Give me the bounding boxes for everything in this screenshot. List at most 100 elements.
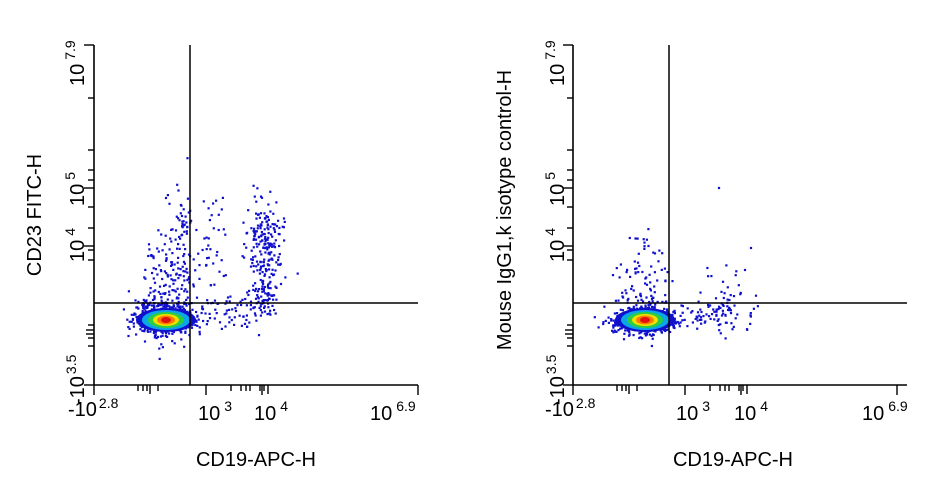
event-dot xyxy=(266,248,269,251)
event-dot xyxy=(183,309,186,312)
event-dot xyxy=(673,312,676,315)
event-dot xyxy=(164,234,167,237)
event-dot xyxy=(151,271,154,275)
event-dot xyxy=(168,332,171,335)
event-dot xyxy=(718,329,721,332)
event-dot xyxy=(195,310,198,314)
plot-2-ytick-4: 107.9 xyxy=(542,40,569,86)
event-dot xyxy=(153,295,156,298)
event-dot xyxy=(178,219,181,222)
event-dot xyxy=(171,306,175,309)
event-dot xyxy=(630,287,633,290)
event-dot xyxy=(264,251,267,254)
event-dot xyxy=(614,299,617,302)
event-dot xyxy=(267,286,270,290)
event-dot xyxy=(212,262,215,265)
event-dot xyxy=(612,331,615,334)
event-dot xyxy=(714,297,718,300)
event-dot xyxy=(664,279,667,282)
event-dot xyxy=(182,270,185,273)
event-dot xyxy=(251,262,254,265)
event-dot xyxy=(257,213,260,216)
event-dot xyxy=(260,287,264,291)
event-dot xyxy=(657,260,660,263)
event-dot xyxy=(637,271,640,274)
event-dot xyxy=(164,283,167,286)
event-dot xyxy=(729,309,732,312)
event-dot xyxy=(198,326,201,329)
event-dot xyxy=(648,300,651,304)
event-dot xyxy=(149,291,152,294)
plot-1-dots xyxy=(122,157,299,360)
plot-1-xtick-1: -10 2.8 xyxy=(68,395,119,421)
event-dot xyxy=(186,278,189,282)
event-dot xyxy=(180,234,183,237)
event-dot xyxy=(181,284,184,287)
event-dot xyxy=(183,302,186,306)
event-dot xyxy=(619,308,622,311)
event-dot xyxy=(261,281,264,284)
event-dot xyxy=(259,314,262,317)
event-dot xyxy=(266,216,269,219)
event-dot xyxy=(170,264,173,267)
plot-2-x-axis-label: CD19-APC-H xyxy=(673,449,793,471)
event-dot xyxy=(264,240,267,243)
plot-2-dots xyxy=(593,186,759,348)
event-dot xyxy=(177,189,180,192)
event-dot xyxy=(156,273,159,276)
panel-1: -10 2.8 10 3 10 4 10 6.9 -103.5 104 105 107.… xyxy=(24,40,419,471)
event-dot xyxy=(252,270,255,273)
event-dot xyxy=(623,332,626,335)
event-dot xyxy=(268,258,271,261)
event-dot xyxy=(713,318,716,321)
event-dot xyxy=(281,225,284,228)
event-dot xyxy=(663,267,666,270)
event-dot xyxy=(144,277,147,280)
event-dot xyxy=(269,225,272,228)
event-dot xyxy=(627,297,630,300)
event-dot xyxy=(743,268,747,272)
event-dot xyxy=(184,215,187,218)
event-dot xyxy=(127,326,130,329)
event-dot xyxy=(174,279,177,282)
event-dot xyxy=(161,331,164,335)
event-dot xyxy=(664,294,667,297)
event-dot xyxy=(706,266,709,270)
plot-2-ytick-3: 105 xyxy=(542,172,569,206)
event-dot xyxy=(635,267,638,270)
event-dot xyxy=(229,295,232,298)
event-dot xyxy=(259,212,263,215)
event-dot xyxy=(725,321,728,324)
event-dot xyxy=(166,194,169,197)
event-dot xyxy=(253,227,256,230)
event-dot xyxy=(648,273,651,276)
event-dot xyxy=(183,230,186,233)
event-dot xyxy=(628,236,631,240)
event-dot xyxy=(739,291,742,294)
event-dot xyxy=(696,316,699,319)
event-dot xyxy=(733,304,736,307)
event-dot xyxy=(707,315,711,318)
event-dot xyxy=(176,305,179,308)
event-dot xyxy=(147,294,150,297)
event-dot xyxy=(263,305,266,308)
event-dot xyxy=(699,308,702,311)
event-dot xyxy=(273,308,276,312)
event-dot xyxy=(180,338,183,341)
event-dot xyxy=(159,292,162,295)
event-dot xyxy=(266,294,269,297)
event-dot xyxy=(652,333,655,337)
event-dot xyxy=(252,288,255,291)
event-dot xyxy=(207,207,210,210)
event-dot xyxy=(252,307,255,310)
event-dot xyxy=(267,283,270,286)
event-dot xyxy=(283,220,286,223)
event-dot xyxy=(254,255,257,258)
event-dot xyxy=(274,239,277,242)
event-dot xyxy=(254,232,257,236)
event-dot xyxy=(726,305,729,308)
event-dot xyxy=(644,334,647,337)
event-dot xyxy=(647,304,650,307)
event-dot xyxy=(613,312,616,315)
